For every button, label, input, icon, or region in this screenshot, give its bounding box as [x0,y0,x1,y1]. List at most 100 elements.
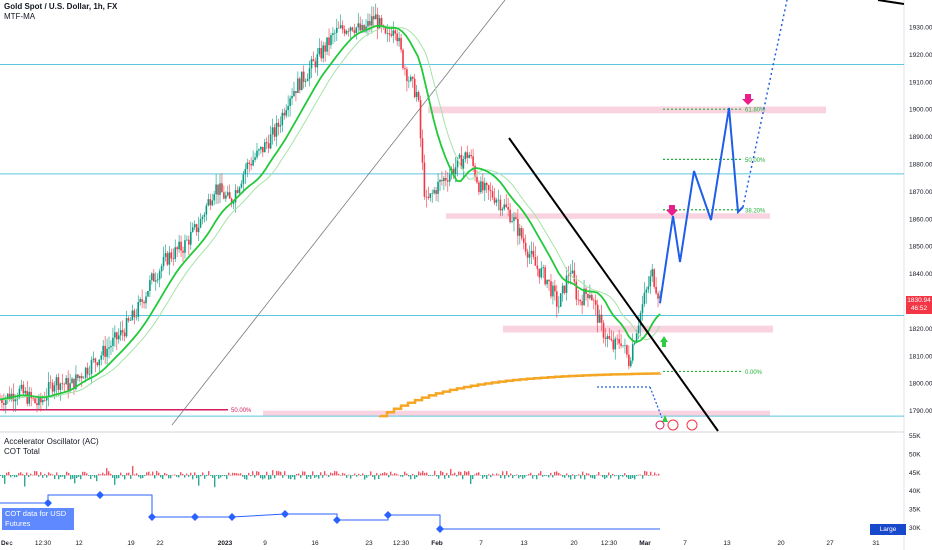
candle-body [421,138,424,163]
candle-body [271,127,274,135]
osc-tick-label: 50K [909,451,921,458]
price-tick-label: 1920.00 [909,52,932,59]
candle-body [322,45,324,59]
ac-bar [592,475,594,479]
ac-bar [150,474,152,476]
ac-bar [448,475,450,478]
candle-body [478,182,480,193]
ac-bar [198,475,200,486]
candle-body [369,21,371,26]
fibonacci-levels[interactable]: 61.80% 50.00% 38.20% 0.00% 50.00% [231,108,766,414]
cot-title[interactable]: COT Total [4,447,40,456]
candle-body [110,345,112,348]
candle-body [417,92,420,101]
time-tick-label: 12:30 [393,540,410,547]
candle-body [337,27,340,29]
ac-bar [500,475,502,479]
candle-body [283,112,286,116]
ac-bar [256,471,258,476]
ac-bar [570,475,572,480]
candle-body [55,377,58,386]
ac-bar [548,475,550,478]
candle-body [557,306,560,308]
projection-zigzag [659,107,744,304]
candle-body [295,91,297,94]
candle-body [182,250,184,253]
candle-body [26,390,29,404]
ac-bar [560,474,562,476]
projection-path[interactable] [597,0,905,419]
candle-body [456,157,459,168]
candle-body [655,286,657,294]
trendline-black[interactable] [508,137,719,432]
candle-body [386,33,389,34]
last-price-value: 1830.94 [907,297,931,304]
diagonal-trendline-grey[interactable] [171,0,506,426]
candle-body [117,335,120,340]
time-tick-label: 22 [156,540,164,547]
candle-body [320,48,323,59]
ac-bar [308,475,310,477]
candle-body [178,241,180,250]
ac-bar [108,471,110,476]
ac-bar [534,475,536,476]
candle-body [299,78,301,91]
time-tick-label: Feb [431,540,443,547]
candle-body [513,217,515,221]
indicator-mtf-label[interactable]: MTF-MA [4,12,36,21]
ac-bar [424,472,426,476]
candle-body [63,383,66,385]
ac-bar [404,471,406,476]
ac-bar [216,475,218,476]
price-grid [0,0,905,550]
candle-body [334,32,336,34]
oscillator-title[interactable]: Accelerator Oscillator (AC) [4,437,99,446]
ac-bar [622,475,624,477]
ac-bar [82,471,84,476]
symbol-title[interactable]: Gold Spot / U.S. Dollar, 1h, FX [4,2,118,11]
ac-bar [208,471,210,476]
time-tick-label: 12:30 [35,540,52,547]
ac-bar [136,473,138,476]
ac-bar [620,475,622,476]
candle-body [314,61,317,68]
candle-body [88,374,91,375]
candle-body [308,68,311,79]
ac-bar [634,475,636,480]
ac-bar [12,475,14,477]
ac-bar [376,473,378,476]
ac-bar [568,475,570,478]
candle-body [297,78,299,94]
horizontal-levels[interactable] [0,64,904,417]
ac-bar [270,475,272,480]
countdown-value: 46:52 [910,305,928,312]
candle-body [164,253,167,257]
candle-body [483,182,486,191]
ac-bar [538,473,540,476]
ac-bar [258,471,260,476]
candle-body [396,33,398,42]
ac-bar [352,475,354,476]
price-axis[interactable]: 1930.00 1920.00 1910.00 1900.00 1890.00 1880.… [909,25,932,533]
candle-body [411,76,414,79]
ac-bar [378,475,380,479]
candle-body [437,181,439,194]
ac-bar [60,475,62,478]
ac-bar [170,475,172,479]
candle-body [248,162,251,164]
candle-body [429,193,432,198]
top-right-black-stroke [877,0,905,5]
cot-line [0,491,660,533]
time-axis[interactable]: Dec 12:30 12 19 22 2023 9 16 23 12:30 Feb 7 13 20 12:3… [1,540,880,547]
candle-body [657,293,659,299]
candle-body [160,266,163,272]
ac-bar [240,473,242,476]
ac-bar [196,475,198,479]
candle-body [203,214,206,217]
ac-bar [118,475,120,479]
candle-body [552,285,554,297]
pink-arrow-mid [666,205,678,216]
ac-bar [68,473,70,476]
candle-body [602,322,605,338]
